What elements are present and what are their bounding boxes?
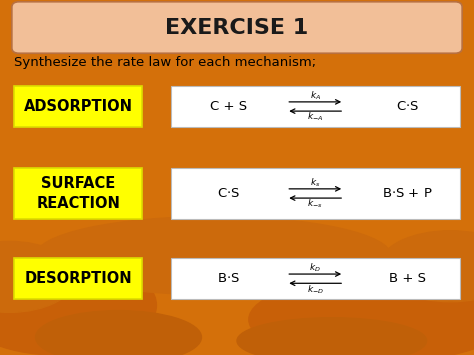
Text: $k_{-s}$: $k_{-s}$	[307, 198, 323, 211]
FancyBboxPatch shape	[14, 168, 142, 219]
Text: C$\cdot$S: C$\cdot$S	[217, 187, 240, 200]
Ellipse shape	[0, 241, 76, 312]
FancyBboxPatch shape	[171, 258, 460, 299]
Text: C$\cdot$S: C$\cdot$S	[396, 100, 419, 113]
Text: $k_D$: $k_D$	[310, 262, 321, 274]
Ellipse shape	[36, 217, 391, 295]
Ellipse shape	[379, 231, 474, 302]
Text: ADSORPTION: ADSORPTION	[24, 99, 133, 114]
Ellipse shape	[0, 256, 156, 355]
FancyBboxPatch shape	[171, 86, 460, 127]
Ellipse shape	[36, 311, 201, 355]
Text: B$\cdot$S: B$\cdot$S	[217, 272, 240, 285]
Text: EXERCISE 1: EXERCISE 1	[165, 18, 309, 38]
FancyBboxPatch shape	[14, 86, 142, 127]
Ellipse shape	[237, 318, 427, 355]
Text: $k_{-D}$: $k_{-D}$	[307, 283, 324, 296]
FancyBboxPatch shape	[12, 2, 462, 53]
Text: DESORPTION: DESORPTION	[24, 271, 132, 286]
Text: $k_A$: $k_A$	[310, 89, 321, 102]
Ellipse shape	[249, 277, 474, 355]
Text: $k_s$: $k_s$	[310, 176, 320, 189]
Text: $k_{-A}$: $k_{-A}$	[307, 111, 323, 124]
FancyBboxPatch shape	[14, 258, 142, 299]
Text: B$\cdot$S + P: B$\cdot$S + P	[383, 187, 433, 200]
Text: Synthesize the rate law for each mechanism;: Synthesize the rate law for each mechani…	[14, 56, 316, 69]
Text: SURFACE
REACTION: SURFACE REACTION	[36, 176, 120, 211]
Text: C + S: C + S	[210, 100, 247, 113]
Text: B + S: B + S	[389, 272, 426, 285]
FancyBboxPatch shape	[171, 168, 460, 219]
